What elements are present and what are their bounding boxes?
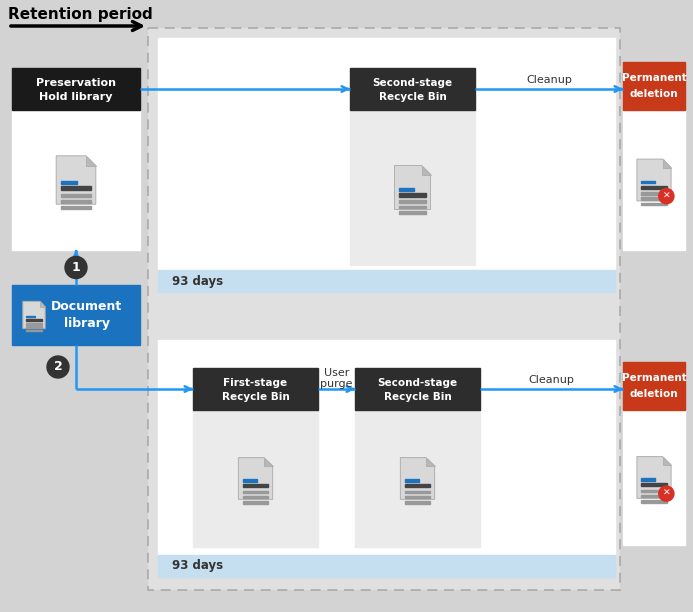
Bar <box>399 188 414 191</box>
Text: Recycle Bin: Recycle Bin <box>378 92 446 102</box>
Bar <box>641 198 667 200</box>
Polygon shape <box>264 458 272 466</box>
Bar <box>641 192 667 195</box>
Text: Cleanup: Cleanup <box>529 375 574 385</box>
Text: 93 days: 93 days <box>172 559 223 572</box>
Text: deletion: deletion <box>630 389 678 399</box>
Polygon shape <box>86 156 96 166</box>
Bar <box>641 203 667 205</box>
Bar <box>158 38 615 270</box>
Polygon shape <box>421 165 430 174</box>
Bar <box>399 211 426 214</box>
Text: Permanent: Permanent <box>622 73 686 83</box>
Bar <box>405 484 430 487</box>
Text: ✕: ✕ <box>663 489 670 498</box>
Text: Retention period: Retention period <box>8 7 152 21</box>
Bar <box>641 495 667 498</box>
Bar <box>405 479 419 482</box>
Bar <box>405 501 430 504</box>
Bar <box>193 368 318 410</box>
Polygon shape <box>663 457 671 465</box>
Bar <box>193 410 318 547</box>
Bar <box>355 368 480 410</box>
Bar <box>62 206 91 209</box>
Bar <box>641 500 667 502</box>
Bar <box>399 193 426 197</box>
Bar <box>399 206 426 208</box>
Bar <box>641 181 656 183</box>
Polygon shape <box>40 301 45 307</box>
Bar <box>26 323 42 324</box>
Bar <box>243 501 268 504</box>
Circle shape <box>659 188 674 204</box>
Circle shape <box>65 256 87 278</box>
Text: 93 days: 93 days <box>172 275 223 288</box>
Text: Cleanup: Cleanup <box>526 75 572 85</box>
Polygon shape <box>426 458 435 466</box>
Bar <box>12 110 140 250</box>
Polygon shape <box>401 458 435 499</box>
Bar <box>12 285 140 345</box>
Text: Second-stage: Second-stage <box>372 78 453 88</box>
Bar <box>243 496 268 498</box>
Bar <box>26 319 42 321</box>
Bar <box>158 340 615 555</box>
Bar <box>623 62 685 110</box>
Bar <box>641 185 667 189</box>
Text: Second-stage: Second-stage <box>378 378 457 388</box>
Bar <box>405 496 430 498</box>
Bar <box>350 110 475 265</box>
Text: Document: Document <box>51 300 123 313</box>
Bar <box>62 200 91 203</box>
Polygon shape <box>23 301 45 329</box>
Text: 2: 2 <box>53 360 62 373</box>
Text: Permanent: Permanent <box>622 373 686 383</box>
Bar <box>243 484 268 487</box>
Bar <box>623 110 685 250</box>
Bar <box>62 181 78 184</box>
Polygon shape <box>238 458 272 499</box>
Bar <box>350 68 475 110</box>
Bar <box>158 270 615 292</box>
Bar <box>623 362 685 410</box>
Text: Hold library: Hold library <box>40 92 113 102</box>
Bar <box>399 200 426 203</box>
Text: purge: purge <box>320 379 353 389</box>
Text: ✕: ✕ <box>663 192 670 201</box>
Polygon shape <box>56 156 96 204</box>
Circle shape <box>47 356 69 378</box>
Polygon shape <box>663 159 671 168</box>
Text: 1: 1 <box>71 261 80 274</box>
Bar <box>641 490 667 492</box>
Bar <box>26 316 35 317</box>
Text: Recycle Bin: Recycle Bin <box>222 392 290 402</box>
Text: Recycle Bin: Recycle Bin <box>384 392 451 402</box>
Text: deletion: deletion <box>630 89 678 99</box>
Text: First-stage: First-stage <box>223 378 288 388</box>
Bar <box>12 68 140 110</box>
Text: library: library <box>64 316 110 329</box>
Polygon shape <box>637 457 671 498</box>
Bar <box>243 491 268 493</box>
Bar <box>623 410 685 545</box>
Bar <box>641 479 656 480</box>
Bar <box>62 194 91 197</box>
Bar <box>158 555 615 577</box>
Bar <box>148 28 620 590</box>
Bar <box>62 187 91 190</box>
Bar <box>641 483 667 487</box>
Polygon shape <box>394 165 430 209</box>
Bar <box>26 326 42 328</box>
Circle shape <box>659 486 674 501</box>
Polygon shape <box>637 159 671 201</box>
Bar <box>355 410 480 547</box>
Bar <box>243 479 257 482</box>
Bar <box>405 491 430 493</box>
Bar <box>26 330 42 331</box>
Text: User: User <box>324 368 349 378</box>
Text: Preservation: Preservation <box>36 78 116 88</box>
